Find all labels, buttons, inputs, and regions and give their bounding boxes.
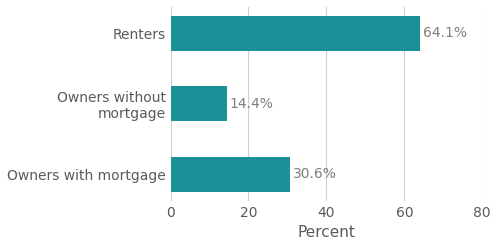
X-axis label: Percent: Percent <box>297 225 356 240</box>
Bar <box>170 16 420 51</box>
Bar <box>170 86 227 121</box>
Bar <box>170 157 290 192</box>
Text: 30.6%: 30.6% <box>293 167 337 181</box>
Text: 14.4%: 14.4% <box>230 97 274 111</box>
Text: 64.1%: 64.1% <box>423 26 468 40</box>
